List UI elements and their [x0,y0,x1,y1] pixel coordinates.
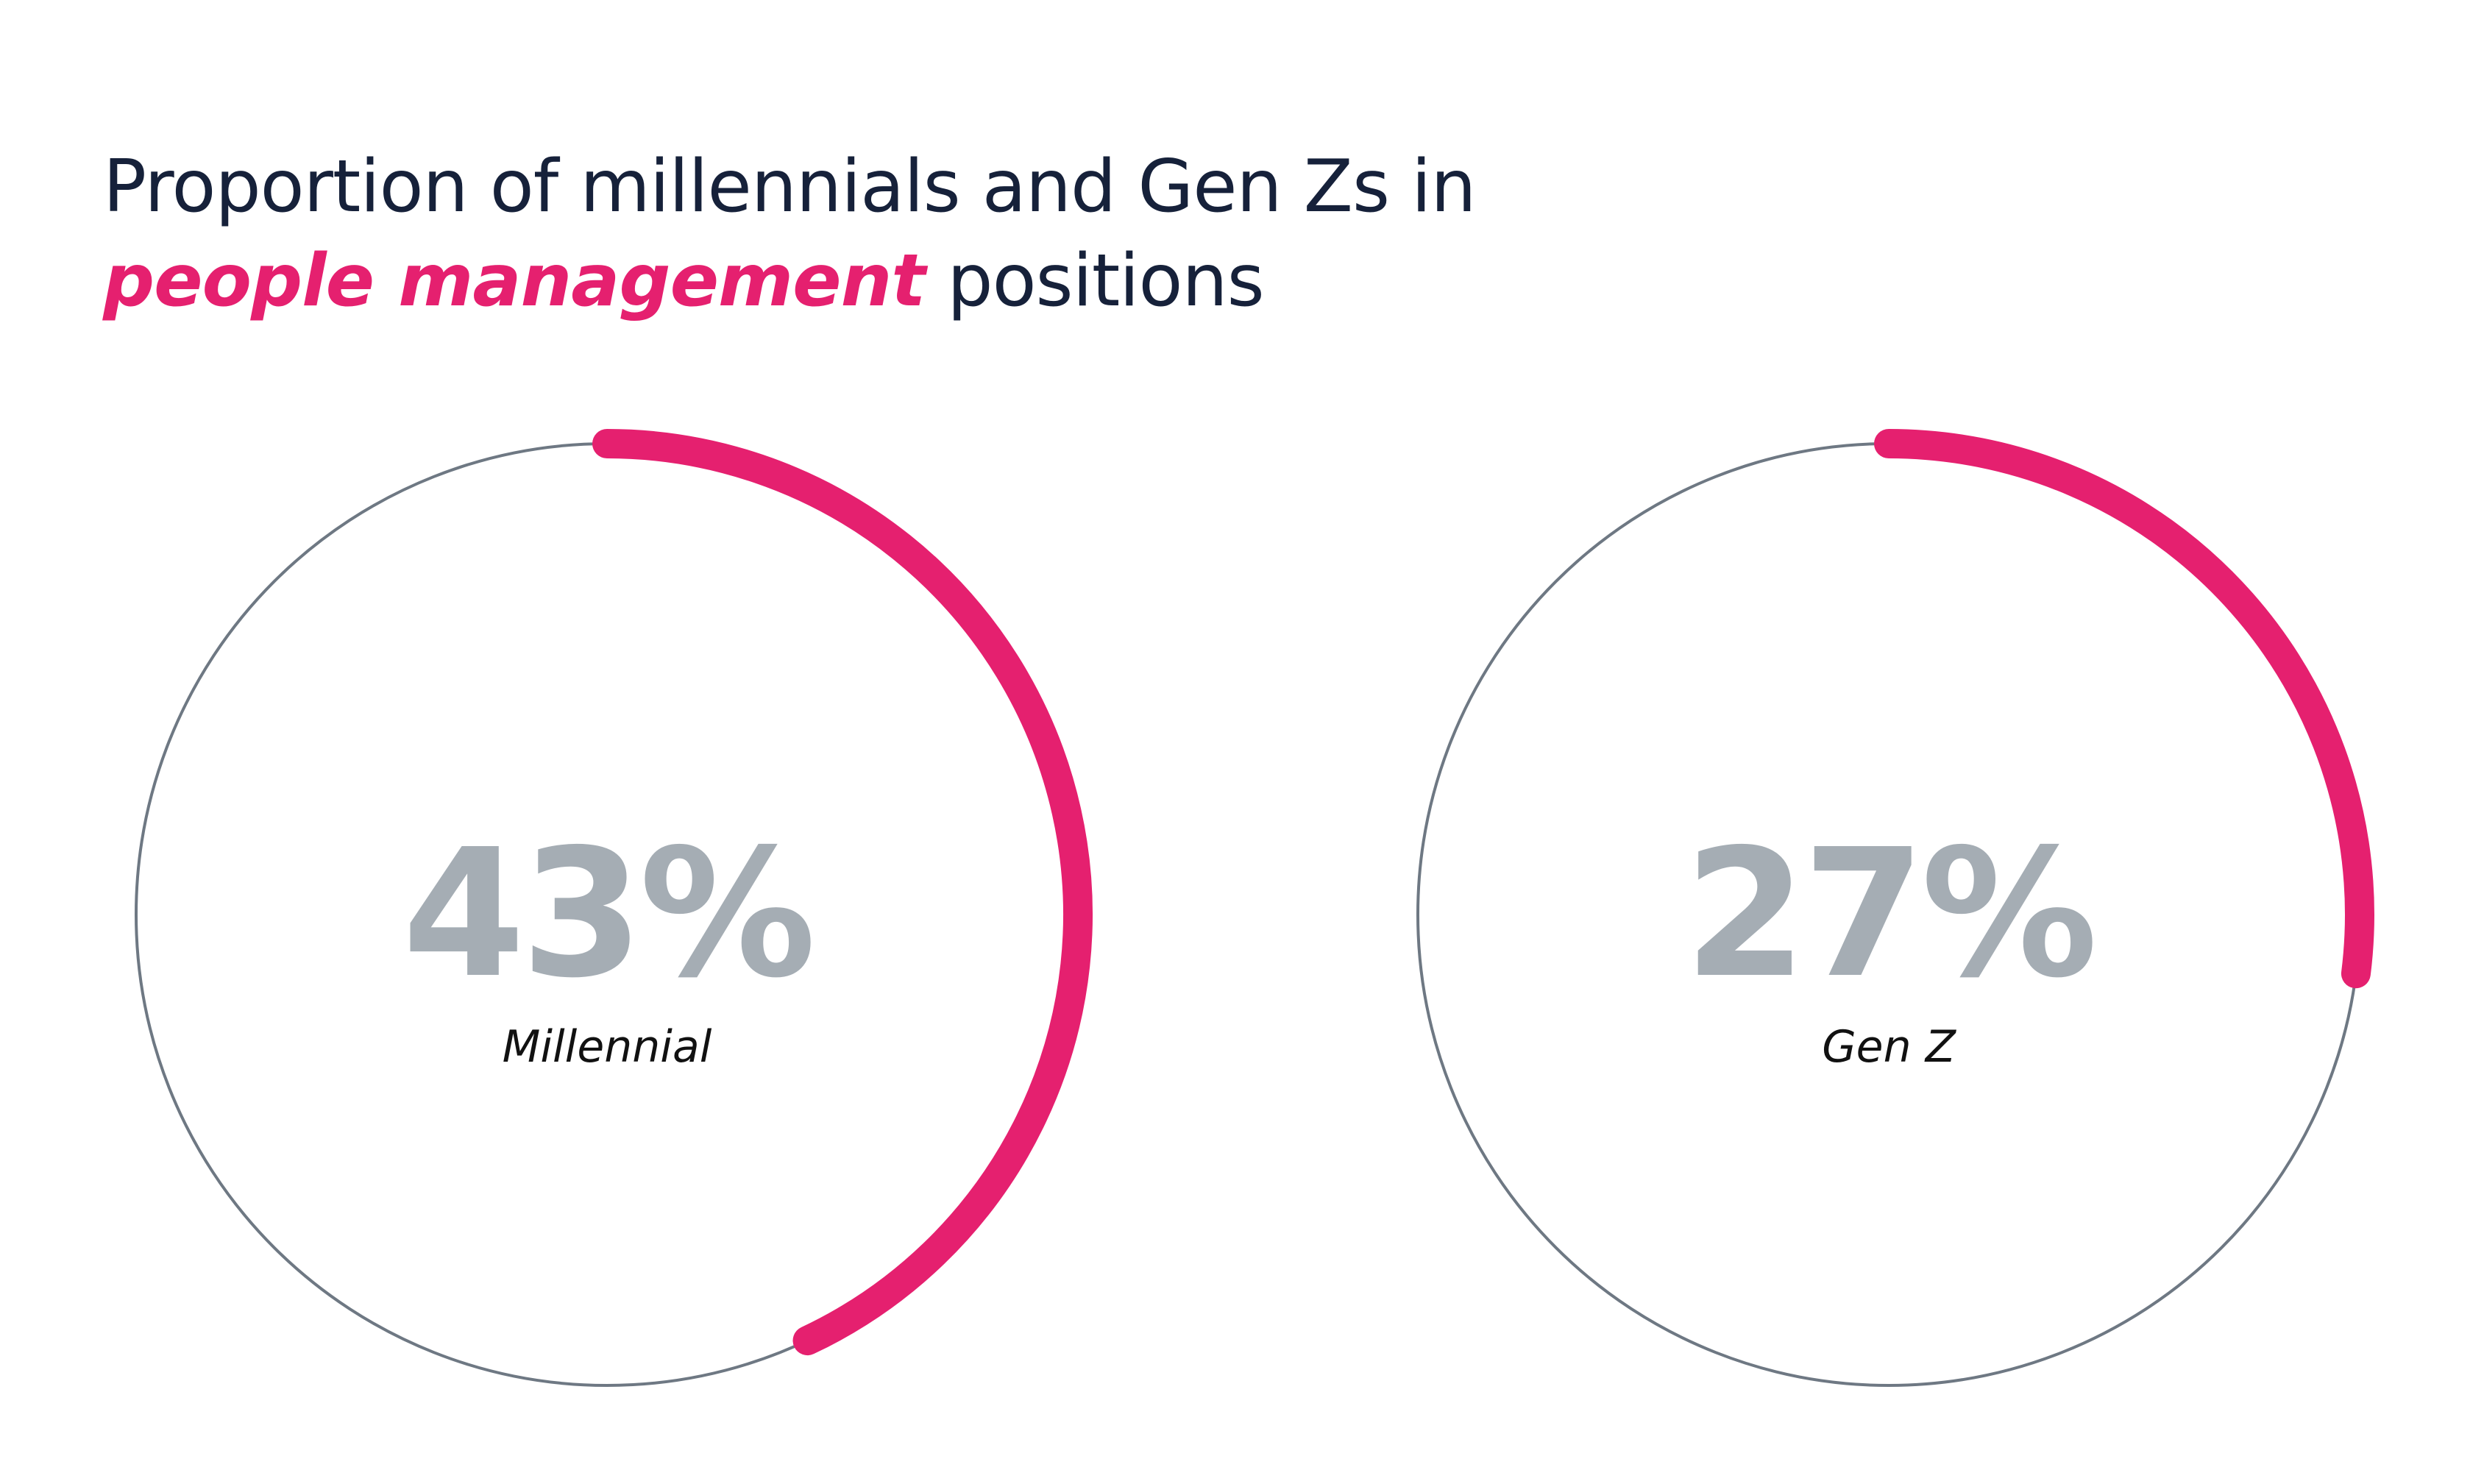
ring-group-gen-z: 27%Gen Z [1416,429,2374,1387]
title-highlight: people management [103,239,926,323]
title-line-2: people management positions [103,234,1476,328]
ring-progress-arc-millennial [592,429,1093,1356]
title-line-1: Proportion of millennials and Gen Zs in [103,145,1476,229]
category-label-millennial: Millennial [503,1021,712,1073]
chart-title: Proportion of millennials and Gen Zs in … [103,140,1476,328]
ring-progress-arc-gen-z [1874,429,2374,989]
ring-group-millennial: 43%Millennial [135,429,1093,1387]
value-label-gen-z: 27% [1684,811,2093,1017]
category-label-gen-z: Gen Z [1822,1021,1957,1073]
value-label-millennial: 43% [402,811,812,1017]
title-line-2-rest: positions [947,239,1264,323]
